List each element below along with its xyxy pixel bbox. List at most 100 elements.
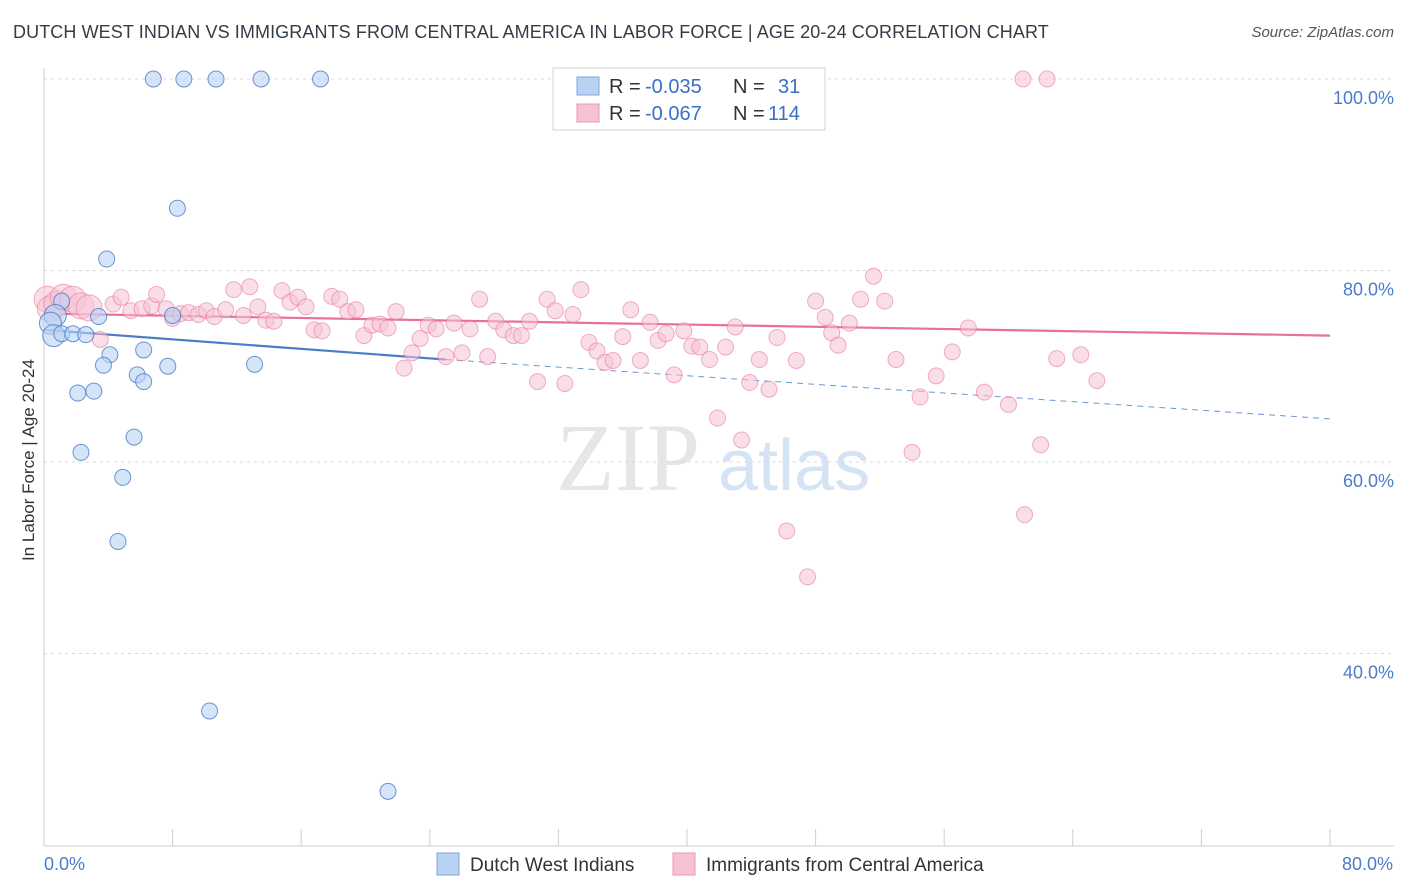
point-central-america	[665, 366, 683, 384]
point-central-america	[241, 278, 259, 296]
point-central-america	[347, 301, 365, 319]
point-dutch-west-indian	[98, 250, 116, 268]
point-dutch-west-indian	[159, 357, 177, 375]
point-central-america	[331, 290, 349, 308]
bottom-legend-swatch-blue	[436, 852, 460, 876]
point-central-america	[1038, 70, 1056, 88]
point-central-america	[717, 338, 735, 356]
point-central-america	[538, 290, 556, 308]
y-tick-labels: 40.0% 60.0% 80.0% 100.0%	[1333, 88, 1394, 683]
point-central-america	[675, 322, 693, 340]
trend-line-dutch-west-indians-extension	[445, 359, 1331, 420]
point-central-america	[760, 380, 778, 398]
point-dutch-west-indian	[114, 468, 132, 486]
legend-r-value-1: -0.067	[645, 103, 702, 125]
x-tick-labels: 0.0% 80.0%	[44, 854, 1393, 874]
point-central-america	[975, 383, 993, 401]
point-dutch-west-indian	[164, 307, 182, 325]
point-central-america	[750, 351, 768, 369]
bottom-legend-label-1: Immigrants from Central America	[706, 855, 984, 876]
point-central-america	[799, 568, 817, 586]
point-central-america	[768, 329, 786, 347]
point-central-america	[852, 290, 870, 308]
point-central-america	[911, 388, 929, 406]
point-central-america	[427, 320, 445, 338]
legend-swatch-pink	[576, 103, 600, 123]
point-central-america	[453, 344, 471, 362]
point-central-america	[631, 352, 649, 370]
point-central-america	[572, 281, 590, 299]
point-central-america	[614, 328, 632, 346]
point-central-america	[657, 325, 675, 343]
point-dutch-west-indian	[77, 326, 95, 344]
point-central-america	[564, 306, 582, 324]
point-central-america	[840, 314, 858, 332]
point-central-america	[273, 282, 291, 300]
point-central-america	[1072, 346, 1090, 364]
point-central-america	[1048, 350, 1066, 368]
point-central-america	[437, 348, 455, 366]
legend-box: R = -0.035 N = 31 R = -0.067 N = 114	[552, 67, 826, 131]
point-central-america	[1016, 506, 1034, 524]
point-central-america	[787, 352, 805, 370]
chart-title: DUTCH WEST INDIAN VS IMMIGRANTS FROM CEN…	[13, 22, 1049, 42]
point-central-america	[225, 281, 243, 299]
legend-r-label-0: R =	[609, 76, 641, 98]
point-central-america	[876, 292, 894, 310]
point-central-america	[395, 359, 413, 377]
point-central-america	[588, 342, 606, 360]
point-central-america	[265, 312, 283, 330]
point-dutch-west-indian	[90, 307, 108, 325]
point-dutch-west-indian	[311, 70, 329, 88]
point-central-america	[816, 308, 834, 326]
point-dutch-west-indian	[201, 702, 219, 720]
source-label: Source: ZipAtlas.com	[1251, 24, 1394, 41]
point-central-america	[479, 348, 497, 366]
point-central-america	[733, 431, 751, 449]
point-central-america	[411, 329, 429, 347]
point-central-america	[379, 319, 397, 337]
point-central-america	[387, 303, 405, 321]
point-central-america	[471, 290, 489, 308]
point-central-america	[313, 322, 331, 340]
watermark-zip: ZIP	[556, 404, 700, 511]
legend-swatch-blue	[576, 76, 600, 96]
y-tick-label: 80.0%	[1343, 280, 1394, 300]
y-tick-label: 40.0%	[1343, 663, 1394, 683]
point-central-america	[217, 301, 235, 319]
point-dutch-west-indian	[207, 70, 225, 88]
point-central-america	[903, 443, 921, 461]
point-central-america	[927, 367, 945, 385]
point-central-america	[887, 351, 905, 369]
point-central-america	[691, 338, 709, 356]
point-central-america	[249, 298, 267, 316]
point-dutch-west-indian	[109, 532, 127, 550]
y-tick-label: 100.0%	[1333, 88, 1394, 108]
point-central-america	[546, 302, 564, 320]
point-dutch-west-indian	[85, 382, 103, 400]
y-tick-label: 60.0%	[1343, 471, 1394, 491]
point-dutch-west-indian	[144, 70, 162, 88]
point-central-america	[297, 298, 315, 316]
point-dutch-west-indian	[135, 341, 153, 359]
point-central-america	[403, 344, 421, 362]
legend-n-label-0: N =	[733, 76, 765, 98]
bottom-legend: Dutch West Indians Immigrants from Centr…	[436, 852, 984, 876]
point-central-america	[778, 522, 796, 540]
point-central-america	[445, 314, 463, 332]
point-dutch-west-indian	[379, 782, 397, 800]
point-central-america	[1014, 70, 1032, 88]
point-central-america	[112, 288, 130, 306]
point-dutch-west-indian	[246, 355, 264, 373]
point-central-america	[829, 336, 847, 354]
legend-n-label-1: N =	[733, 103, 765, 125]
point-central-america	[1000, 396, 1017, 414]
point-central-america	[741, 374, 759, 392]
x-tick-label: 0.0%	[44, 854, 85, 874]
point-central-america	[701, 351, 719, 369]
point-dutch-west-indian	[69, 384, 87, 402]
legend-n-value-0: 31	[778, 76, 800, 98]
point-dutch-west-indian	[252, 70, 270, 88]
point-dutch-west-indian	[175, 70, 193, 88]
